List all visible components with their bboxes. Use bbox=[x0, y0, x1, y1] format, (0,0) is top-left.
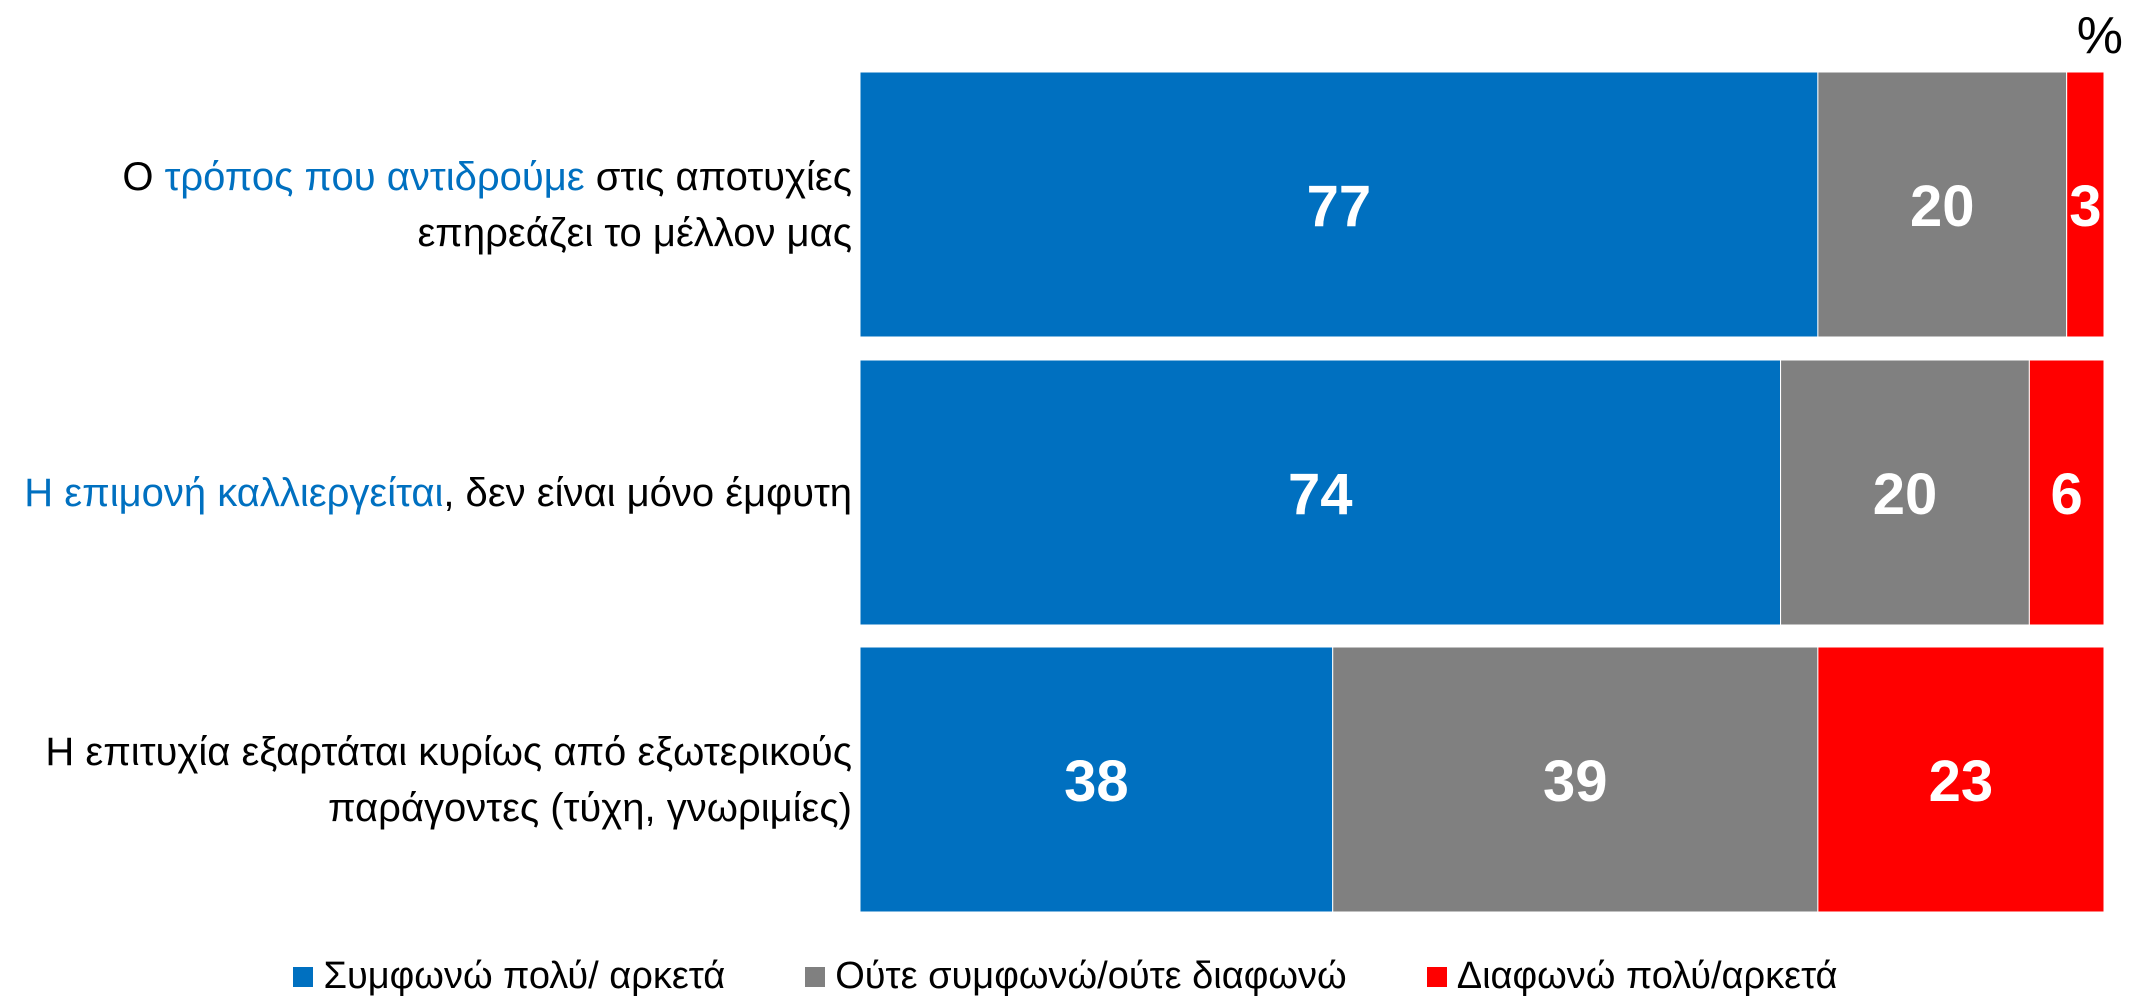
legend-item: Διαφωνώ πολύ/αρκετά bbox=[1426, 955, 1838, 998]
value-label: 3 bbox=[2069, 174, 2101, 239]
value-label: 39 bbox=[1543, 749, 1608, 814]
category-label: Ο τρόπος που αντιδρούμε στις αποτυχίες ε… bbox=[0, 72, 852, 337]
bar-segment bbox=[859, 359, 1782, 626]
value-label: 20 bbox=[1873, 462, 1938, 527]
bar-segment bbox=[2028, 359, 2105, 626]
category-part: , δεν είναι μόνο έμφυτη bbox=[443, 470, 852, 515]
category-part: Η επιτυχία εξαρτάται κυρίως από εξωτερικ… bbox=[45, 729, 852, 830]
legend-label: Συμφωνώ πολύ/ αρκετά bbox=[323, 955, 726, 997]
bar-segment bbox=[859, 71, 1819, 338]
value-label: 77 bbox=[1307, 174, 1372, 239]
unit-label: % bbox=[2076, 7, 2123, 65]
bar-segment bbox=[1332, 646, 1819, 913]
category-text: Ο τρόπος που αντιδρούμε στις αποτυχίες ε… bbox=[0, 149, 852, 261]
bar-segment bbox=[859, 646, 1334, 913]
legend-swatch bbox=[293, 966, 314, 987]
category-part: Ο bbox=[122, 154, 165, 199]
category-part: Η επιμονή καλλιεργείται bbox=[24, 470, 444, 515]
category-part: στις αποτυχίες επηρεάζει το μέλλον μας bbox=[417, 154, 852, 255]
legend-item: Ούτε συμφωνώ/ούτε διαφωνώ bbox=[805, 955, 1347, 998]
value-label: 74 bbox=[1288, 462, 1353, 527]
value-label: 20 bbox=[1910, 174, 1975, 239]
category-part: τρόπος που αντιδρούμε bbox=[164, 154, 585, 199]
legend-label: Διαφωνώ πολύ/αρκετά bbox=[1456, 955, 1838, 997]
legend-label: Ούτε συμφωνώ/ούτε διαφωνώ bbox=[835, 955, 1347, 997]
value-label: 6 bbox=[2051, 462, 2083, 527]
bar-segment bbox=[1817, 646, 2105, 913]
bar-segment bbox=[2066, 71, 2105, 338]
category-label: Η επιμονή καλλιεργείται, δεν είναι μόνο … bbox=[0, 360, 852, 625]
category-label: Η επιτυχία εξαρτάται κυρίως από εξωτερικ… bbox=[0, 647, 852, 912]
category-text: Η επιμονή καλλιεργείται, δεν είναι μόνο … bbox=[0, 465, 852, 521]
legend: Συμφωνώ πολύ/ αρκετά Ούτε συμφωνώ/ούτε δι… bbox=[0, 955, 2131, 998]
bar-segment bbox=[1780, 359, 2030, 626]
legend-swatch bbox=[805, 966, 826, 987]
bar-segment bbox=[1817, 71, 2068, 338]
value-label: 23 bbox=[1929, 749, 1994, 814]
category-text: Η επιτυχία εξαρτάται κυρίως από εξωτερικ… bbox=[0, 724, 852, 836]
legend-item: Συμφωνώ πολύ/ αρκετά bbox=[293, 955, 725, 998]
legend-swatch bbox=[1426, 966, 1447, 987]
value-label: 38 bbox=[1064, 749, 1129, 814]
